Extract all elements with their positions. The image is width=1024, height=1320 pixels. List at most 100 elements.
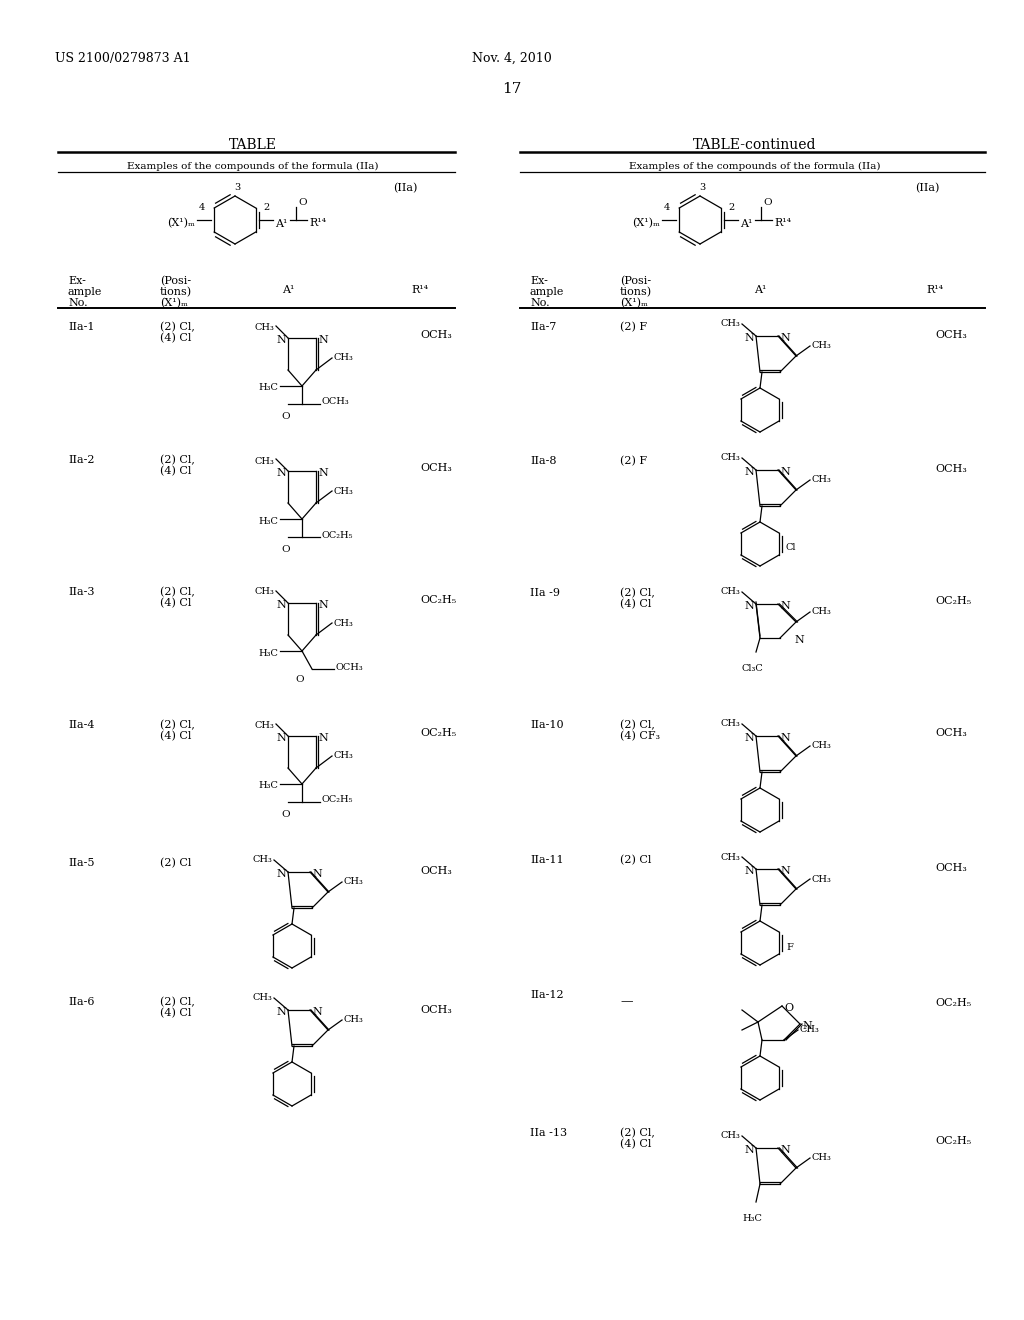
Text: (X¹)ₘ: (X¹)ₘ — [167, 218, 195, 228]
Text: N: N — [276, 869, 286, 879]
Text: 4: 4 — [664, 203, 670, 213]
Text: CH₃: CH₃ — [333, 487, 353, 495]
Text: F: F — [786, 942, 793, 952]
Text: CH₃: CH₃ — [811, 607, 830, 616]
Text: CH₃: CH₃ — [720, 1131, 740, 1140]
Text: N: N — [276, 335, 286, 345]
Text: N: N — [276, 469, 286, 478]
Text: N: N — [276, 1007, 286, 1016]
Text: (4) Cl: (4) Cl — [620, 599, 651, 610]
Text: OC₂H₅: OC₂H₅ — [420, 729, 456, 738]
Text: CH₃: CH₃ — [254, 323, 274, 333]
Text: (2) Cl: (2) Cl — [160, 858, 191, 869]
Text: N: N — [802, 1020, 812, 1031]
Text: O: O — [784, 1003, 794, 1012]
Text: OC₂H₅: OC₂H₅ — [935, 597, 971, 606]
Text: OC₂H₅: OC₂H₅ — [321, 796, 352, 804]
Text: CH₃: CH₃ — [343, 1015, 362, 1024]
Text: OCH₃: OCH₃ — [935, 863, 967, 873]
Text: R¹⁴: R¹⁴ — [309, 218, 326, 228]
Text: (X¹)ₘ: (X¹)ₘ — [620, 298, 648, 309]
Text: US 2100/0279873 A1: US 2100/0279873 A1 — [55, 51, 190, 65]
Text: OCH₃: OCH₃ — [420, 463, 452, 473]
Text: OCH₃: OCH₃ — [420, 866, 452, 876]
Text: CH₃: CH₃ — [720, 719, 740, 729]
Text: (4) Cl: (4) Cl — [160, 333, 191, 343]
Text: (2) Cl,: (2) Cl, — [160, 587, 195, 598]
Text: (4) Cl: (4) Cl — [160, 598, 191, 609]
Text: H₃C: H₃C — [258, 781, 278, 791]
Text: 17: 17 — [503, 82, 521, 96]
Text: N: N — [744, 467, 754, 477]
Text: N: N — [780, 601, 790, 611]
Text: IIa-8: IIa-8 — [530, 455, 556, 466]
Text: N: N — [276, 601, 286, 610]
Text: 2: 2 — [263, 203, 269, 213]
Text: O: O — [282, 810, 291, 818]
Text: CH₃: CH₃ — [252, 855, 272, 865]
Text: CH₃: CH₃ — [254, 586, 274, 595]
Text: (IIa): (IIa) — [915, 183, 940, 193]
Text: (2) Cl,: (2) Cl, — [160, 719, 195, 730]
Text: H₃C: H₃C — [258, 384, 278, 392]
Text: IIa-3: IIa-3 — [68, 587, 94, 597]
Text: H₃C: H₃C — [742, 1214, 762, 1224]
Text: IIa-1: IIa-1 — [68, 322, 94, 333]
Text: R¹⁴: R¹⁴ — [412, 285, 429, 294]
Text: CH₃: CH₃ — [811, 475, 830, 484]
Text: ample: ample — [530, 286, 564, 297]
Text: N: N — [276, 733, 286, 743]
Text: CH₃: CH₃ — [811, 1154, 830, 1163]
Text: OCH₃: OCH₃ — [335, 663, 362, 672]
Text: A¹: A¹ — [740, 219, 753, 228]
Text: N: N — [780, 733, 790, 743]
Text: CH₃: CH₃ — [343, 878, 362, 887]
Text: 4: 4 — [199, 203, 205, 213]
Text: H₃C: H₃C — [258, 516, 278, 525]
Text: A¹: A¹ — [275, 219, 288, 228]
Text: N: N — [312, 1007, 322, 1016]
Text: (2) Cl,: (2) Cl, — [160, 322, 195, 333]
Text: N: N — [744, 1144, 754, 1155]
Text: N: N — [318, 601, 328, 610]
Text: N: N — [780, 1144, 790, 1155]
Text: CH₃: CH₃ — [254, 722, 274, 730]
Text: OCH₃: OCH₃ — [420, 330, 452, 341]
Text: OCH₃: OCH₃ — [420, 1005, 452, 1015]
Text: CH₃: CH₃ — [811, 874, 830, 883]
Text: OCH₃: OCH₃ — [935, 729, 967, 738]
Text: (4) CF₃: (4) CF₃ — [620, 731, 660, 742]
Text: Ex-: Ex- — [530, 276, 548, 286]
Text: —: — — [620, 995, 633, 1008]
Text: H₃C: H₃C — [258, 648, 278, 657]
Text: IIa-2: IIa-2 — [68, 455, 94, 465]
Text: (2) F: (2) F — [620, 455, 647, 466]
Text: 2: 2 — [728, 203, 734, 213]
Text: IIa-11: IIa-11 — [530, 855, 563, 865]
Text: N: N — [744, 733, 754, 743]
Text: IIa-4: IIa-4 — [68, 719, 94, 730]
Text: ample: ample — [68, 286, 102, 297]
Text: (4) Cl: (4) Cl — [160, 466, 191, 477]
Text: (Posi-: (Posi- — [620, 276, 651, 286]
Text: (IIa): (IIa) — [393, 183, 418, 193]
Text: IIa-12: IIa-12 — [530, 990, 563, 1001]
Text: N: N — [312, 869, 322, 879]
Text: Examples of the compounds of the formula (IIa): Examples of the compounds of the formula… — [127, 162, 379, 172]
Text: R¹⁴: R¹⁴ — [774, 218, 792, 228]
Text: No.: No. — [68, 298, 88, 308]
Text: tions): tions) — [160, 286, 193, 297]
Text: 3: 3 — [698, 183, 706, 191]
Text: (2) F: (2) F — [620, 322, 647, 333]
Text: No.: No. — [530, 298, 550, 308]
Text: OCH₃: OCH₃ — [321, 397, 349, 407]
Text: tions): tions) — [620, 286, 652, 297]
Text: (4) Cl: (4) Cl — [160, 731, 191, 742]
Text: N: N — [318, 469, 328, 478]
Text: (2) Cl,: (2) Cl, — [160, 455, 195, 466]
Text: N: N — [318, 733, 328, 743]
Text: N: N — [780, 866, 790, 876]
Text: OC₂H₅: OC₂H₅ — [935, 998, 971, 1008]
Text: O: O — [282, 545, 291, 554]
Text: OC₂H₅: OC₂H₅ — [420, 595, 456, 605]
